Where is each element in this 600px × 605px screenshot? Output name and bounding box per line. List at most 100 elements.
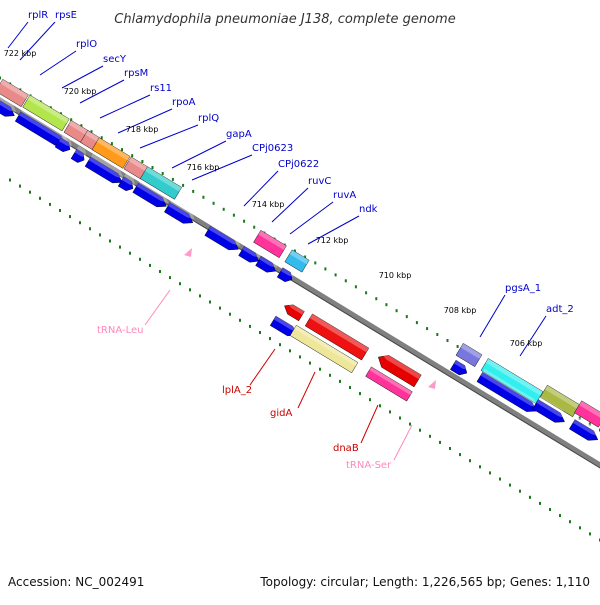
feature-label-forward: CPj0622 xyxy=(278,159,319,170)
tick-dot-inner xyxy=(499,477,501,481)
tick-dot-outer xyxy=(334,273,337,277)
tick-dot-inner xyxy=(69,215,71,219)
tick-dot-outer xyxy=(324,267,327,271)
tick-dot-inner xyxy=(549,508,551,511)
gene-reverse-box-sheen xyxy=(309,313,369,353)
gene-reverse-box-body xyxy=(365,366,413,402)
gene-forward-arrow xyxy=(54,134,72,153)
gene-cds-upper xyxy=(284,249,310,273)
label-leaders xyxy=(7,21,547,461)
gene-reverse-box-sheen xyxy=(369,366,413,396)
leader-line-forward xyxy=(307,215,360,245)
feature-label-forward: rplR xyxy=(28,10,48,21)
map-title: Chlamydophila pneumoniae J138, complete … xyxy=(114,12,455,27)
tick-dot-outer xyxy=(182,183,185,187)
feature-label-forward: adt_2 xyxy=(546,304,574,315)
tick-dot-inner xyxy=(9,178,11,182)
gene-forward-arrow-sheen xyxy=(280,264,294,277)
gene-cds-upper xyxy=(480,358,544,404)
leader-line-forward xyxy=(19,21,56,61)
gene-cds-upper-sheen xyxy=(68,120,91,136)
tick-dot-inner xyxy=(319,367,321,371)
kbp-label: 708 kbp xyxy=(444,306,477,315)
gene-forward-arrow-sheen xyxy=(88,153,125,180)
tick-dot-inner xyxy=(119,245,121,249)
gene-cds-upper-sheen xyxy=(85,130,100,142)
feature-label-reverse: dnaB xyxy=(333,443,359,454)
leader-line-forward xyxy=(61,65,104,89)
gene-reverse-arrow xyxy=(284,301,307,322)
gene-forward-arrow-body xyxy=(569,419,599,441)
gene-forward-arrow xyxy=(476,368,539,412)
tick-dot-inner xyxy=(179,282,181,286)
gene-forward-arrow-body xyxy=(54,137,71,153)
tick-dot-inner xyxy=(479,465,481,469)
leader-line-forward xyxy=(171,140,227,169)
tick-dot-inner xyxy=(519,489,521,493)
tick-dot-outer xyxy=(171,177,174,181)
tick-dot-outer xyxy=(161,172,164,175)
tick-dot-inner xyxy=(109,239,111,243)
gene-forward-arrow-sheen xyxy=(454,356,469,370)
tick-dot-inner xyxy=(469,459,471,463)
tick-dot-outer xyxy=(365,291,368,295)
tick-dot-outer xyxy=(436,333,439,336)
tick-dot-inner xyxy=(139,257,141,261)
tick-dot-outer xyxy=(110,142,113,146)
kbp-tick-track xyxy=(0,76,600,542)
tick-dot-inner xyxy=(279,343,281,347)
tick-dot-inner xyxy=(79,221,81,225)
tick-dot-outer xyxy=(0,76,1,80)
gene-forward-arrow-sheen xyxy=(242,242,261,258)
tick-dot-outer xyxy=(151,166,154,169)
tick-dot-inner xyxy=(429,434,431,438)
gene-reverse-arrow-sheen xyxy=(286,301,307,315)
leader-line-forward xyxy=(243,170,279,207)
tick-dot-outer xyxy=(375,297,378,301)
tick-dot-outer xyxy=(344,279,347,283)
gene-forward-arrow xyxy=(164,199,195,224)
tick-dot-outer xyxy=(578,416,581,420)
tick-dot-outer xyxy=(100,136,103,140)
gene-forward-arrow xyxy=(532,396,567,423)
leader-line-forward xyxy=(519,315,547,357)
gene-cds-upper-sheen xyxy=(289,249,310,265)
tick-dot-inner xyxy=(489,471,491,475)
tick-dot-outer xyxy=(212,201,215,205)
tick-dot-inner xyxy=(199,294,201,298)
tick-dot-inner xyxy=(409,422,411,426)
leader-line-forward xyxy=(289,201,334,235)
gene-cds-upper-body xyxy=(574,400,600,428)
tick-dot-inner xyxy=(559,514,561,518)
gene-forward-arrow-body xyxy=(255,255,276,273)
tick-dot-inner xyxy=(399,416,401,420)
kbp-label: 722 kbp xyxy=(4,49,37,58)
gene-cds-upper-body xyxy=(22,94,70,132)
tick-dot-inner xyxy=(239,318,241,322)
gene-cds-upper-body xyxy=(284,249,310,273)
kbp-label: 714 kbp xyxy=(252,200,285,209)
leader-line-reverse xyxy=(249,348,276,386)
leader-line-trna xyxy=(393,424,413,461)
tick-dot-outer xyxy=(395,309,398,313)
gene-forward-arrow-sheen xyxy=(0,96,17,113)
gene-reverse-arrow-body xyxy=(378,355,422,388)
tick-dot-inner xyxy=(309,361,311,365)
gene-cds-upper xyxy=(22,94,70,132)
gene-forward-arrow-sheen xyxy=(58,134,72,147)
tick-dot-inner xyxy=(329,373,331,377)
tick-dot-inner xyxy=(59,209,61,212)
gene-forward-arrow xyxy=(70,145,87,163)
gene-forward-arrow-sheen xyxy=(536,396,567,419)
gene-reverse-box-body xyxy=(289,324,359,374)
gene-cds-upper-sheen xyxy=(96,137,131,161)
tick-dot-inner xyxy=(39,196,41,200)
feature-label-trna: tRNA-Leu xyxy=(97,325,143,336)
tick-dot-outer xyxy=(456,345,459,348)
gene-forward-arrow xyxy=(276,264,294,283)
tick-dot-outer xyxy=(354,285,357,289)
tick-dot-outer xyxy=(426,327,429,331)
tick-dot-inner xyxy=(359,392,361,396)
feature-label-forward: secY xyxy=(103,54,127,65)
